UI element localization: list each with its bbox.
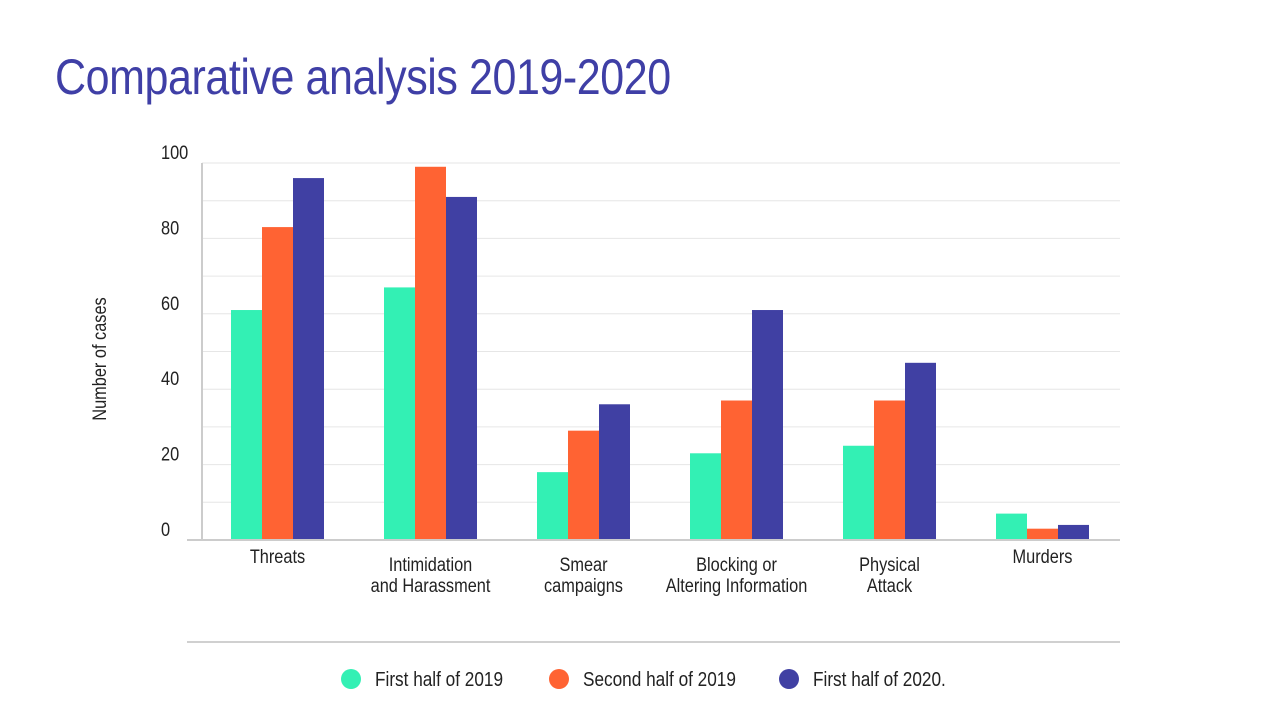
y-tick-label: 0	[161, 519, 170, 540]
y-tick-label: 20	[161, 443, 179, 464]
legend-item: First half of 2019	[341, 668, 503, 691]
chart-title: Comparative analysis 2019-2020	[55, 49, 671, 105]
bar	[415, 166, 446, 540]
legend-swatch	[549, 669, 569, 689]
bar	[905, 362, 936, 540]
y-tick-label: 100	[161, 142, 188, 163]
x-category-label: Altering Information	[666, 575, 808, 596]
bar	[537, 472, 568, 540]
bar	[384, 287, 415, 540]
x-category-label: Physical	[859, 554, 920, 575]
bar	[843, 445, 874, 540]
legend-swatch	[341, 669, 361, 689]
bar	[874, 400, 905, 540]
bar	[996, 513, 1027, 540]
legend-label: First half of 2020.	[813, 668, 946, 691]
bar	[231, 310, 262, 540]
bar	[690, 453, 721, 540]
bar	[752, 310, 783, 540]
x-category-label: Intimidation	[389, 554, 472, 575]
y-tick-label: 80	[161, 217, 179, 238]
y-axis-title: Number of cases	[89, 297, 110, 421]
legend-label: First half of 2019	[375, 668, 503, 691]
x-category-label: and Harassment	[371, 575, 491, 596]
bar	[568, 430, 599, 540]
x-category-label: Smear	[559, 554, 607, 575]
bar	[446, 196, 477, 540]
gridlines	[202, 162, 1120, 503]
x-category-label: Attack	[867, 575, 912, 596]
y-tick-label: 60	[161, 293, 179, 314]
bars	[231, 166, 1089, 540]
legend: First half of 2019 Second half of 2019 Fir…	[341, 668, 946, 691]
axes	[187, 163, 1120, 541]
legend-item: First half of 2020.	[779, 668, 946, 691]
y-tick-label: 40	[161, 368, 179, 389]
x-category-label: Blocking or	[696, 554, 777, 575]
x-category-label: Murders	[1013, 546, 1073, 567]
legend-swatch	[779, 669, 799, 689]
x-category-label: campaigns	[544, 575, 623, 596]
bar	[721, 400, 752, 540]
legend-item: Second half of 2019	[549, 668, 736, 691]
bar	[262, 227, 293, 540]
bar	[599, 404, 630, 540]
legend-label: Second half of 2019	[583, 668, 736, 691]
x-category-label: Threats	[250, 546, 305, 567]
bar	[1027, 528, 1058, 540]
bar	[1058, 524, 1089, 540]
bar	[293, 178, 324, 540]
y-tick-labels: 0 20 40 60 80 100	[161, 142, 188, 540]
